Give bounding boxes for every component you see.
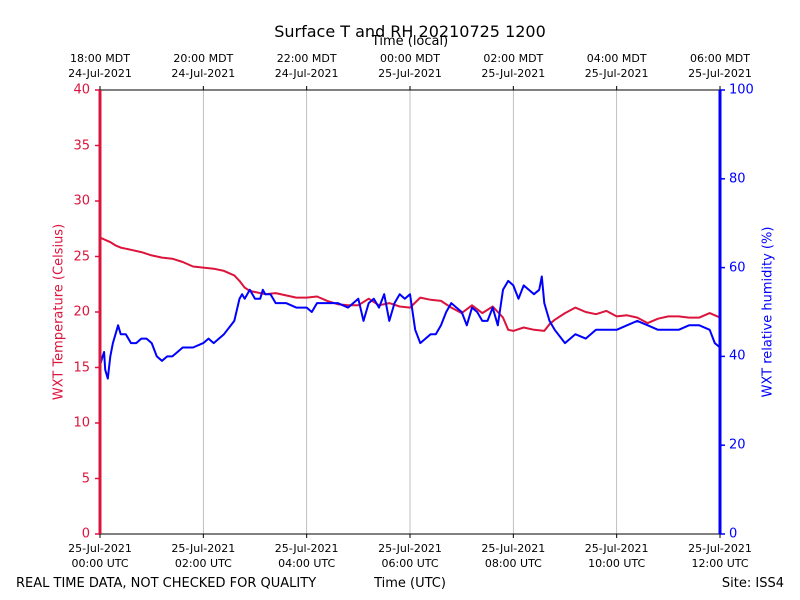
left-tick-label: 35 (73, 138, 90, 153)
x-axis-label: Time (UTC) (374, 576, 446, 591)
right-tick-label: 80 (729, 171, 746, 187)
top-tick-label: 00:00 MDT 25-Jul-2021 (378, 52, 442, 80)
temperature-line (99, 236, 721, 332)
left-tick-label: 15 (73, 360, 90, 375)
y-axis-label-right: WXT relative humidity (%) (760, 226, 776, 398)
y-axis-label-left: WXT Temperature (Celsius) (51, 223, 67, 401)
tick-marks (95, 86, 725, 538)
grid-lines (99, 90, 721, 534)
humidity-line (99, 275, 721, 380)
top-tick-label: 02:00 MDT 25-Jul-2021 (481, 52, 546, 80)
bottom-tick-label: 25-Jul-2021 00:00 UTC (68, 542, 132, 570)
site-label: Site: ISS4 (721, 576, 784, 591)
disclaimer-text: REAL TIME DATA, NOT CHECKED FOR QUALITY (16, 576, 317, 591)
bottom-tick-label: 25-Jul-2021 08:00 UTC (481, 542, 546, 570)
bottom-tick-label: 25-Jul-2021 04:00 UTC (274, 542, 339, 570)
top-axis-label: Time (local) (371, 34, 449, 49)
top-tick-label: 18:00 MDT 24-Jul-2021 (68, 52, 132, 80)
chart-title: Surface T and RH 20210725 1200 (274, 22, 546, 41)
top-tick-label: 20:00 MDT 24-Jul-2021 (171, 52, 236, 80)
right-tick-label: 60 (729, 260, 746, 276)
top-tick-label: 22:00 MDT 24-Jul-2021 (274, 52, 339, 80)
right-tick-label: 40 (729, 348, 746, 364)
left-tick-label: 5 (81, 471, 90, 486)
top-tick-label: 04:00 MDT 25-Jul-2021 (584, 52, 649, 80)
left-tick-label: 40 (73, 82, 90, 98)
bottom-tick-label: 25-Jul-2021 12:00 UTC (688, 542, 752, 570)
left-tick-label: 30 (73, 193, 90, 209)
left-tick-label: 10 (73, 415, 90, 431)
series-layer (99, 236, 721, 380)
right-tick-label: 0 (729, 526, 738, 542)
right-tick-label: 100 (729, 82, 754, 98)
left-tick-label: 0 (81, 526, 90, 542)
left-tick-label: 25 (73, 249, 90, 264)
bottom-tick-label: 25-Jul-2021 10:00 UTC (584, 542, 649, 570)
bottom-tick-label: 25-Jul-2021 02:00 UTC (171, 542, 236, 570)
bottom-tick-label: 25-Jul-2021 06:00 UTC (378, 542, 442, 570)
top-tick-label: 06:00 MDT 25-Jul-2021 (688, 52, 752, 80)
right-tick-label: 20 (729, 437, 746, 453)
left-tick-label: 20 (73, 304, 90, 320)
